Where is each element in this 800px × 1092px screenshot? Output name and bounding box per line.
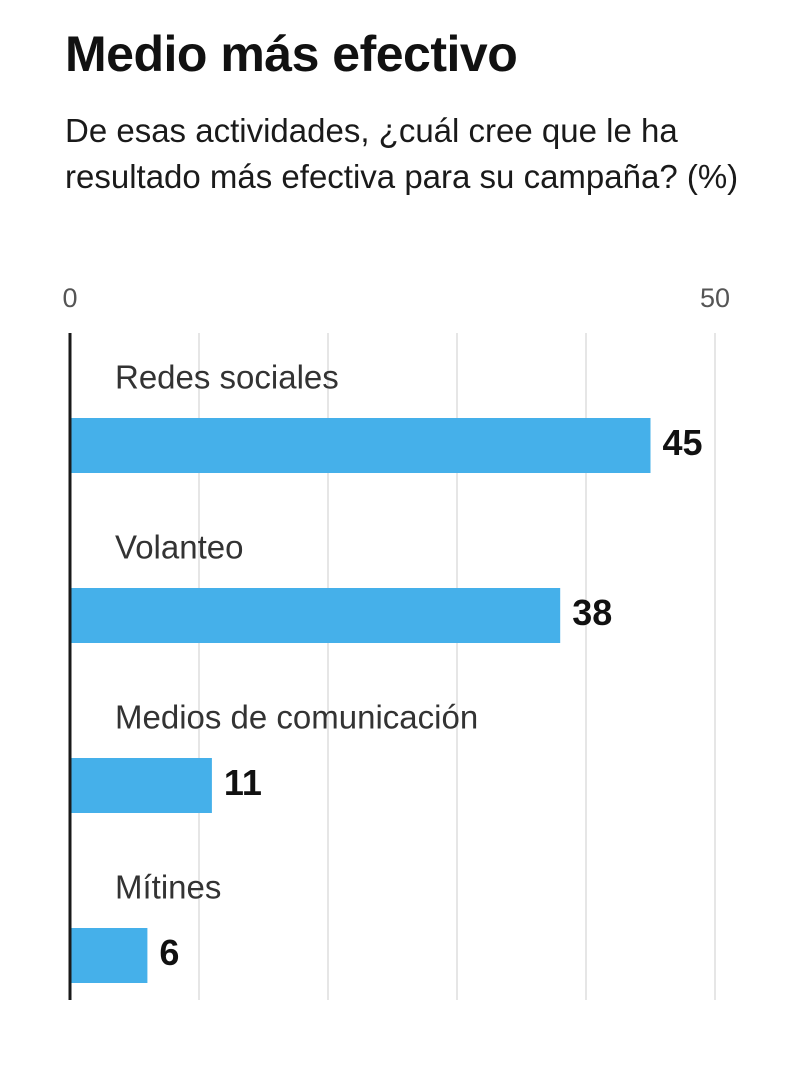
chart-title: Medio más efectivo	[65, 26, 518, 82]
value-label: 6	[159, 932, 179, 973]
x-axis-ticks: 0 50	[62, 283, 730, 313]
bar	[70, 928, 148, 983]
category-label: Volanteo	[115, 529, 243, 566]
bars: Redes sociales 45 Volanteo 38 Medios de comu…	[70, 359, 703, 983]
category-label: Mítines	[115, 869, 221, 906]
value-label: 11	[224, 762, 262, 803]
category-label: Medios de comunicación	[115, 699, 478, 736]
value-label: 38	[572, 592, 612, 633]
category-label: Redes sociales	[115, 359, 339, 396]
bar	[70, 588, 561, 643]
x-tick-label: 0	[62, 283, 77, 313]
x-tick-label: 50	[700, 283, 730, 313]
value-label: 45	[663, 422, 703, 463]
bar	[70, 758, 212, 813]
bar	[70, 418, 651, 473]
chart-subtitle: De esas actividades, ¿cuál cree que le h…	[65, 112, 739, 195]
